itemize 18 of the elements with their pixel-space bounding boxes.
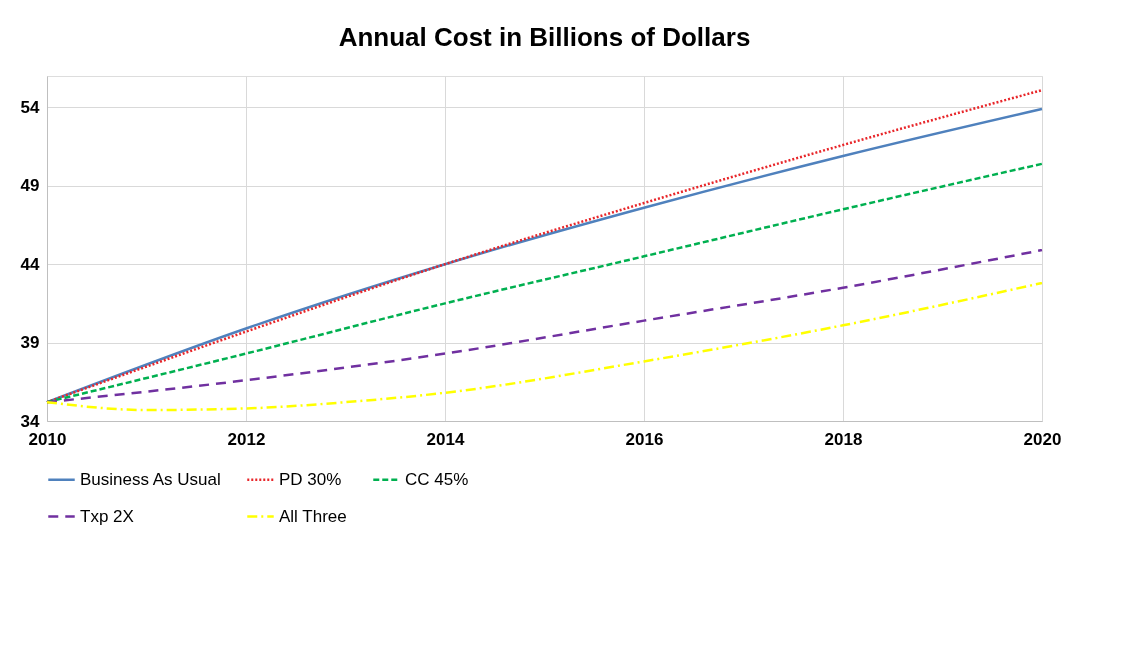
x-tick-label: 2010 <box>28 429 67 449</box>
line-series <box>45 281 1044 412</box>
legend-label: CC 45% <box>405 469 469 489</box>
legend-label: Business As Usual <box>80 469 221 489</box>
x-tick-label: 2014 <box>426 429 465 449</box>
x-tick-label: 2016 <box>625 429 664 449</box>
x-tick-label: 2018 <box>824 429 863 449</box>
y-tick-label: 44 <box>20 254 41 274</box>
y-tick-label: 34 <box>20 411 41 431</box>
y-tick-label: 39 <box>20 333 40 353</box>
legend-label: Txp 2X <box>80 506 134 526</box>
legend-label: All Three <box>279 506 347 526</box>
x-tick-label: 2020 <box>1023 429 1062 449</box>
legend-label: PD 30% <box>279 469 342 489</box>
y-tick-label: 49 <box>20 176 40 196</box>
chart-title: Annual Cost in Billions of Dollars <box>338 22 751 52</box>
x-tick-label: 2012 <box>227 429 266 449</box>
y-tick-label: 54 <box>20 97 41 117</box>
